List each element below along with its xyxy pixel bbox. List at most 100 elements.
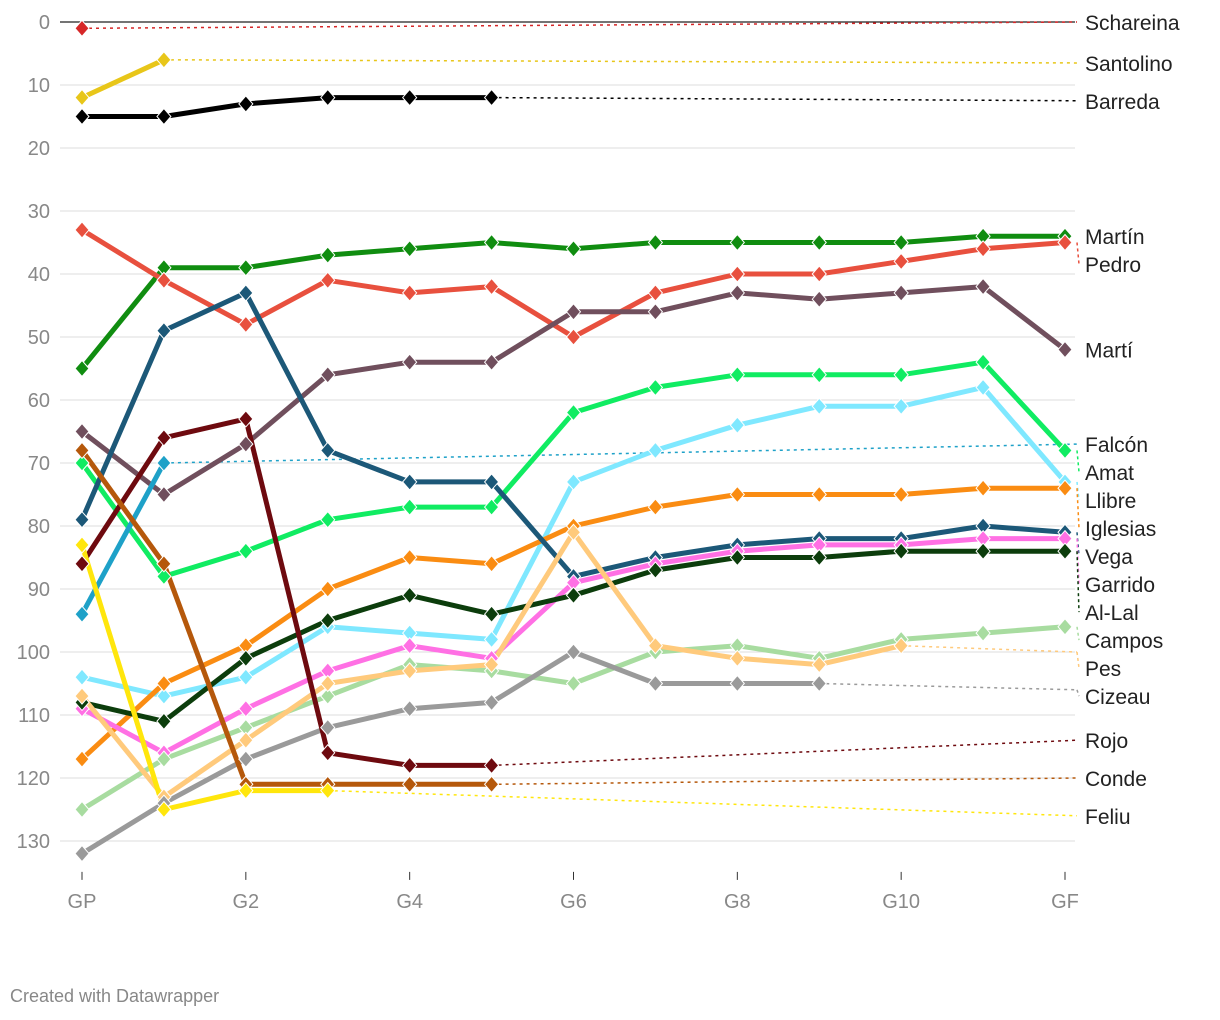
marker-iglesias	[975, 479, 991, 497]
marker-barreda	[402, 88, 418, 107]
label-connector-al-lal	[1076, 551, 1080, 613]
marker-pedro	[320, 271, 336, 290]
marker-pes	[565, 523, 582, 542]
marker-mart-n	[320, 246, 336, 264]
marker-amat	[729, 366, 745, 384]
marker-amat	[811, 366, 827, 384]
x-tick-label: G8	[724, 891, 751, 913]
marker-amat	[156, 567, 172, 586]
marker-pedro	[975, 240, 991, 258]
marker-mart-	[1057, 340, 1073, 359]
marker-al-lal	[729, 548, 745, 567]
marker-vega	[74, 510, 90, 529]
label-connector-pedro	[1076, 242, 1080, 265]
marker-campos	[320, 687, 336, 705]
dotted-extension-santolino	[163, 59, 1078, 64]
marker-amat	[1057, 441, 1073, 460]
label-connector-amat	[1076, 450, 1080, 473]
marker-llibre	[565, 473, 582, 491]
dotted-extension-rojo	[491, 739, 1078, 767]
series-label-campos: Campos	[1085, 630, 1163, 653]
marker-cizeau	[647, 674, 664, 693]
y-tick-label: 30	[28, 201, 50, 223]
x-tick-label: GP	[68, 891, 97, 913]
series-label-santolino: Santolino	[1085, 53, 1173, 76]
marker-pes	[238, 731, 254, 749]
marker-campos	[975, 624, 991, 642]
marker-pes	[729, 649, 745, 668]
marker-vega	[320, 441, 336, 460]
x-tick-label: G6	[560, 891, 587, 913]
label-connector-iglesias	[1076, 488, 1080, 529]
marker-llibre	[156, 687, 172, 705]
marker-llibre	[729, 416, 745, 434]
y-tick-label: 130	[17, 831, 50, 853]
marker-barreda	[156, 107, 172, 126]
marker-mart-	[811, 290, 827, 308]
marker-cizeau	[811, 674, 827, 693]
marker-mart-n	[893, 233, 909, 252]
marker-vega	[402, 473, 418, 491]
marker-al-lal	[975, 542, 991, 560]
marker-pes	[483, 655, 500, 674]
marker-mart-	[320, 366, 336, 384]
marker-mart-n	[483, 233, 500, 252]
marker-pedro	[156, 271, 172, 290]
series-markers	[74, 19, 1073, 863]
marker-conde	[156, 555, 172, 573]
marker-pedro	[1057, 233, 1073, 252]
marker-cizeau	[320, 718, 336, 737]
label-connector-garrido	[1076, 538, 1080, 585]
marker-rojo	[156, 429, 172, 447]
y-tick-label: 60	[28, 390, 50, 412]
marker-llibre	[893, 397, 909, 416]
series-label-mart-n: Martín	[1085, 226, 1145, 249]
series-label-conde: Conde	[1085, 768, 1147, 791]
marker-falc-n	[74, 605, 90, 623]
marker-feliu	[74, 536, 90, 554]
marker-pes	[647, 636, 664, 655]
marker-amat	[975, 353, 991, 371]
series-label-barreda: Barreda	[1085, 91, 1160, 114]
marker-schareina	[74, 19, 90, 38]
marker-al-lal	[647, 561, 664, 579]
marker-amat	[893, 366, 909, 384]
series-label-al-lal: Al-Lal	[1085, 602, 1139, 625]
marker-llibre	[811, 397, 827, 416]
marker-feliu	[156, 800, 172, 819]
marker-al-lal	[1057, 542, 1073, 560]
marker-conde	[402, 775, 418, 794]
y-tick-label: 90	[28, 579, 50, 601]
marker-pedro	[565, 328, 582, 346]
marker-pedro	[647, 284, 664, 302]
y-tick-label: 80	[28, 516, 50, 538]
marker-pes	[893, 636, 909, 655]
marker-garrido	[402, 636, 418, 655]
marker-mart-n	[565, 240, 582, 258]
marker-cizeau	[565, 643, 582, 661]
marker-iglesias	[647, 498, 664, 516]
dotted-extension-barreda	[491, 96, 1078, 102]
marker-barreda	[74, 107, 90, 126]
dotted-extension-cizeau	[819, 682, 1078, 691]
credit-text: Created with Datawrapper	[10, 986, 220, 1006]
label-connector-pes	[1076, 651, 1080, 669]
marker-rojo	[483, 756, 500, 775]
marker-mart-n	[74, 359, 90, 378]
x-tick-label: G2	[232, 891, 259, 913]
marker-pedro	[893, 252, 909, 271]
series-label-mart-: Martí	[1085, 340, 1133, 363]
x-tick-label: G10	[882, 891, 920, 913]
series-label-cizeau: Cizeau	[1085, 686, 1150, 709]
marker-mart-	[156, 485, 172, 504]
marker-mart-	[893, 284, 909, 302]
marker-barreda	[320, 88, 336, 107]
marker-mart-	[74, 422, 90, 441]
y-tick-label: 10	[28, 75, 50, 97]
series-label-vega: Vega	[1085, 546, 1133, 569]
marker-llibre	[647, 441, 664, 460]
marker-rojo	[320, 744, 336, 762]
marker-conde	[74, 441, 90, 460]
x-tick-label: GF	[1051, 891, 1079, 913]
